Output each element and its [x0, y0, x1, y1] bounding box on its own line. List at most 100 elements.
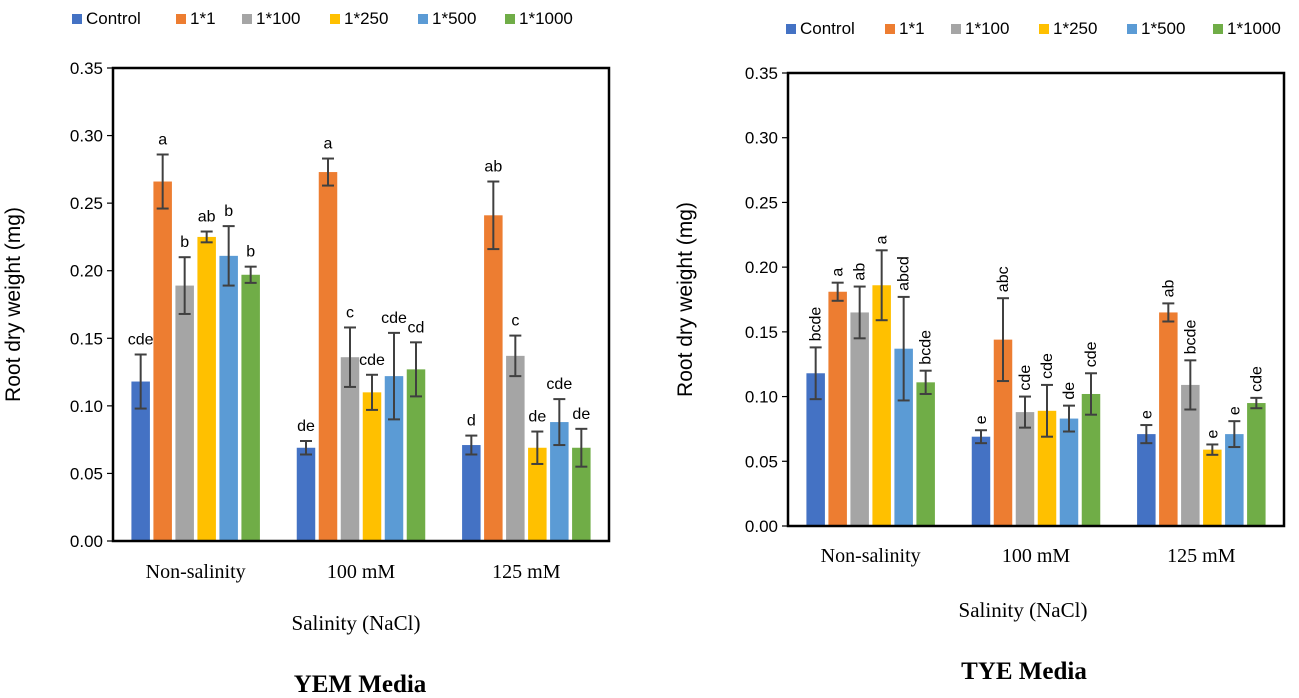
yem-annotation-0-3: ab	[198, 209, 216, 226]
tye-annotation-1-2: cde	[1017, 365, 1034, 391]
tye-category-label-1: 100 mM	[1002, 545, 1071, 567]
tye-bar-1-3	[1037, 410, 1057, 526]
yem-ytick-label-4: 0.20	[70, 262, 103, 281]
tye-bar-2-2	[1181, 384, 1200, 526]
tye-bar-1-5	[1081, 393, 1101, 526]
tye-annotation-1-0: e	[973, 415, 990, 424]
tye-annotation-1-5: cde	[1083, 341, 1100, 367]
tye-annotation-0-5: bcde	[918, 330, 935, 365]
yem-annotation-0-1: a	[158, 131, 167, 148]
tye-legend-swatch-1	[885, 24, 895, 34]
yem-annotation-0-4: b	[224, 203, 233, 220]
yem-chart: Control 1*1 1*100 1*250 1*500 1*1000 0.00 0.05 0…	[2, 9, 611, 698]
yem-bar-0-4	[219, 255, 238, 541]
yem-bar-1-3	[362, 392, 382, 541]
tye-annotation-2-1: ab	[1160, 279, 1177, 297]
yem-bar-2-5	[572, 447, 591, 541]
yem-bar-1-4	[384, 376, 404, 541]
tye-annotation-0-2: ab	[852, 263, 869, 281]
tye-bar-1-0	[971, 436, 991, 526]
yem-bar-2-3	[528, 447, 547, 541]
tye-ytick-label-6: 0.30	[745, 129, 778, 148]
yem-legend-label-3: 1*250	[344, 9, 388, 28]
tye-annotation-1-1: abc	[995, 266, 1012, 292]
tye-x-axis-label: Salinity (NaCl)	[959, 598, 1088, 622]
yem-ytick-label-6: 0.30	[70, 127, 103, 146]
yem-bar-0-3	[197, 236, 216, 541]
tye-legend-label-5: 1*1000	[1227, 19, 1281, 38]
tye-legend-swatch-5	[1213, 24, 1223, 34]
yem-category-label-1: 100 mM	[327, 561, 396, 583]
yem-legend-swatch-3	[330, 14, 340, 24]
tye-ytick-label-2: 0.10	[745, 388, 778, 407]
yem-bar-2-4	[550, 422, 569, 541]
yem-ytick-label-3: 0.15	[70, 329, 103, 348]
tye-bar-0-5	[916, 382, 935, 526]
tye-bar-2-5	[1247, 403, 1266, 526]
yem-legend-label-1: 1*1	[190, 9, 216, 28]
tye-legend-swatch-2	[951, 24, 961, 34]
tye-legend-swatch-4	[1127, 24, 1137, 34]
tye-ytick-label-3: 0.15	[745, 323, 778, 342]
tye-bar-1-1	[993, 339, 1013, 526]
yem-annotation-1-2: c	[346, 304, 354, 321]
yem-annotation-0-2: b	[180, 234, 189, 251]
yem-ytick-label-2: 0.10	[70, 397, 103, 416]
tye-bar-2-0	[1137, 434, 1156, 526]
yem-category-label-2: 125 mM	[492, 561, 561, 583]
yem-legend-swatch-2	[242, 14, 252, 24]
tye-bar-0-0	[806, 373, 825, 526]
tye-legend-label-3: 1*250	[1053, 19, 1097, 38]
tye-annotation-2-2: bcde	[1182, 320, 1199, 355]
tye-bar-1-4	[1059, 418, 1079, 526]
yem-annotation-1-1: a	[324, 136, 333, 153]
yem-ytick-label-1: 0.05	[70, 464, 103, 483]
tye-ytick-label-5: 0.25	[745, 193, 778, 212]
yem-bar-1-0	[296, 447, 316, 541]
tye-category-label-2: 125 mM	[1167, 545, 1236, 567]
yem-category-label-0: Non-salinity	[146, 561, 246, 583]
yem-annotation-2-3: de	[528, 409, 546, 426]
yem-bar-0-5	[241, 274, 260, 541]
tye-bar-0-2	[850, 312, 869, 526]
yem-legend-swatch-1	[176, 14, 186, 24]
yem-ytick-label-0: 0.00	[70, 532, 103, 551]
tye-annotation-2-5: cde	[1248, 366, 1265, 392]
yem-annotation-2-2: c	[511, 313, 519, 330]
yem-bar-0-1	[153, 181, 172, 541]
yem-annotation-1-0: de	[297, 418, 315, 435]
yem-ytick-label-5: 0.25	[70, 194, 103, 213]
yem-annotation-0-5: b	[246, 244, 255, 261]
tye-bar-0-1	[828, 291, 847, 526]
tye-category-label-0: Non-salinity	[821, 545, 921, 567]
tye-ytick-label-1: 0.05	[745, 452, 778, 471]
yem-annotation-2-0: d	[467, 413, 476, 430]
yem-bar-1-1	[318, 172, 338, 541]
yem-annotation-2-5: de	[572, 406, 590, 423]
yem-annotation-2-1: ab	[484, 159, 502, 176]
tye-bar-1-2	[1015, 412, 1035, 526]
tye-legend-label-2: 1*100	[965, 19, 1009, 38]
tye-annotation-0-3: a	[874, 235, 891, 244]
tye-chart: Control 1*1 1*100 1*250 1*500 1*1000 0.00 0.05 0…	[674, 19, 1286, 685]
yem-plot-frame	[111, 66, 611, 543]
yem-annotation-1-3: cde	[359, 352, 385, 369]
yem-bar-0-0	[131, 381, 150, 541]
tye-annotation-0-1: a	[830, 268, 847, 277]
tye-annotation-1-3: cde	[1039, 353, 1056, 379]
yem-legend-label-2: 1*100	[256, 9, 300, 28]
tye-plot-frame	[786, 71, 1286, 528]
tye-annotation-2-3: e	[1204, 429, 1221, 438]
tye-legend-label-1: 1*1	[899, 19, 925, 38]
yem-legend-swatch-5	[505, 14, 515, 24]
yem-bar-2-1	[484, 215, 503, 541]
yem-legend-label-4: 1*500	[432, 9, 476, 28]
tye-bar-2-1	[1159, 312, 1178, 526]
tye-annotation-2-0: e	[1138, 410, 1155, 419]
tye-bar-0-4	[894, 348, 913, 526]
tye-ytick-label-7: 0.35	[745, 64, 778, 83]
tye-ytick-label-4: 0.20	[745, 258, 778, 277]
yem-bar-2-2	[506, 355, 525, 541]
yem-bar-2-0	[462, 445, 481, 541]
